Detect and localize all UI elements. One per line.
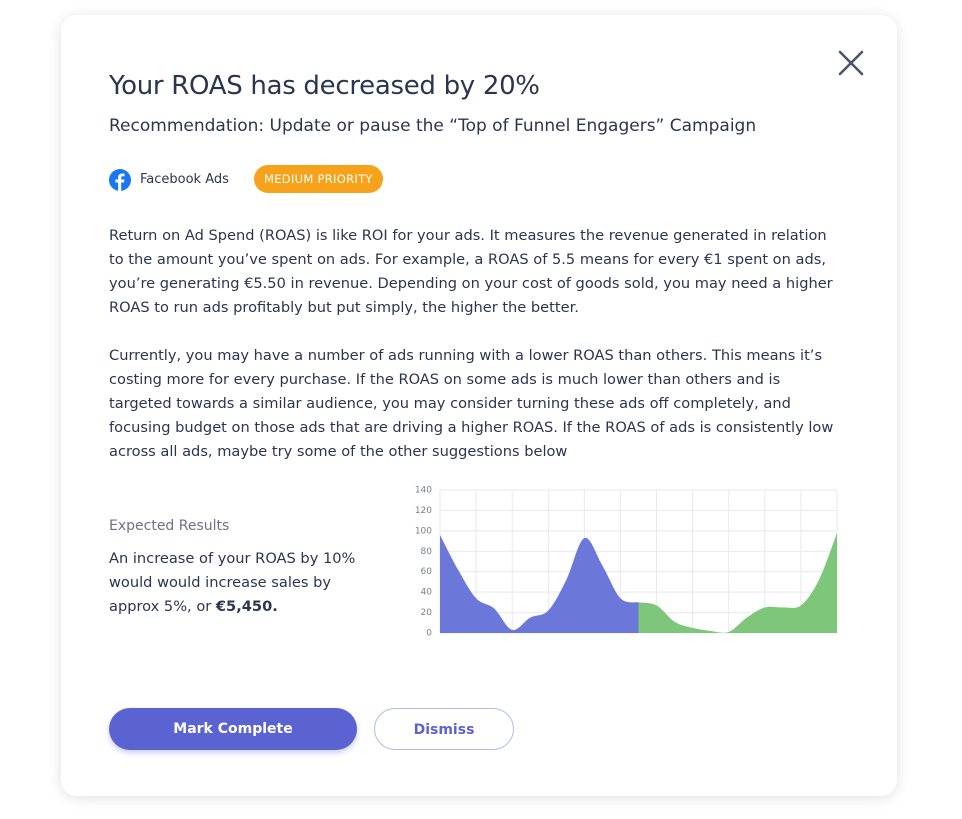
subtitle: Recommendation: Update or pause the “Top…	[109, 116, 757, 136]
y-tick-label: 80	[421, 547, 433, 557]
chart: 0 20 40 60 80 100 120 140	[415, 486, 838, 639]
paragraph: Return on Ad Spend (ROAS) is like ROI fo…	[109, 227, 833, 316]
expected-text: An increase of your ROAS by 10% would wo…	[109, 547, 369, 619]
mark-complete-button[interactable]: Mark Complete	[109, 708, 357, 750]
dismiss-button[interactable]: Dismiss	[374, 708, 514, 750]
priority-badge: MEDIUM PRIORITY	[254, 165, 383, 193]
close-button[interactable]	[837, 49, 865, 77]
area	[440, 534, 639, 633]
expected-text-body: An increase of your ROAS by 10% would wo…	[109, 550, 356, 615]
facebook-icon	[109, 169, 131, 191]
paragraph: Currently, you may have a number of ads …	[109, 347, 834, 460]
y-tick-label: 140	[415, 486, 432, 496]
source-label: Facebook Ads	[140, 172, 229, 187]
y-tick-label: 120	[415, 506, 432, 516]
title: Your ROAS has decreased by 20%	[109, 71, 540, 101]
y-tick-label: 40	[421, 588, 433, 598]
expected-heading: Expected Results	[109, 518, 230, 534]
recommendation-card: Your ROAS has decreased by 20% Recommend…	[61, 15, 897, 796]
y-tick-label: 20	[421, 608, 433, 618]
y-tick-label: 100	[415, 526, 432, 536]
area	[638, 532, 837, 633]
y-tick-label: 0	[426, 629, 432, 639]
expected-amount: €5,450.	[215, 598, 278, 615]
y-tick-label: 60	[421, 567, 433, 577]
